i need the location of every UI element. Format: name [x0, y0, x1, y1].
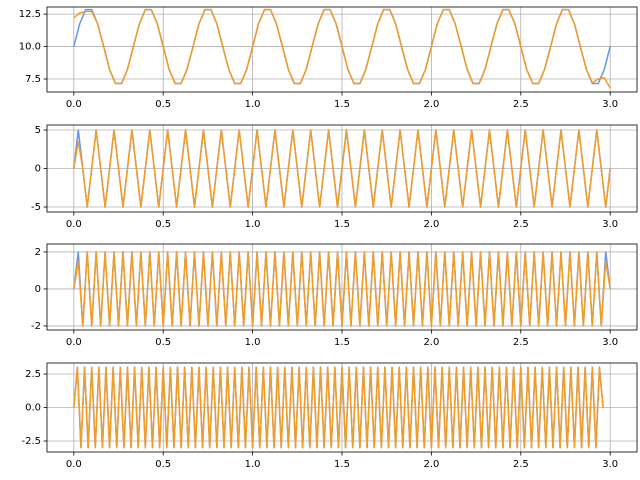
- plot-area: [47, 244, 637, 330]
- x-tick-label: 3.0: [602, 99, 618, 110]
- axes-frame: [46, 243, 638, 331]
- plot-area: [47, 7, 637, 92]
- x-tick-label: 1.0: [245, 459, 261, 470]
- subplot: 0.0 0.5 1.0 1.5 2.0 2.5 3.0 7.5 10.0 12.5: [19, 6, 638, 110]
- y-tick-label: 0: [35, 164, 41, 175]
- x-tick-label: 1.5: [334, 219, 350, 230]
- series-line: [73, 366, 604, 449]
- y-tick-label: -2.5: [21, 436, 41, 447]
- x-tick-label: 0.5: [155, 337, 171, 348]
- x-tick-label: 3.0: [602, 337, 618, 348]
- x-tick-label: 2.0: [423, 337, 439, 348]
- x-tick-label: 2.0: [423, 219, 439, 230]
- x-tick-label: 1.5: [334, 459, 350, 470]
- axes-frame: [46, 362, 638, 453]
- x-tick-label: 0.0: [66, 459, 82, 470]
- subplot: 0.0 0.5 1.0 1.5 2.0 2.5 3.0 -2.5 0.0 2.5: [21, 362, 638, 470]
- x-tick-label: 3.0: [602, 219, 618, 230]
- x-tick-label: 0.5: [155, 459, 171, 470]
- x-tick-label: 0.0: [66, 337, 82, 348]
- y-tick-label: 10.0: [19, 42, 41, 53]
- x-tick-label: 0.5: [155, 219, 171, 230]
- y-tick-label: -2: [31, 321, 41, 332]
- series-line: [73, 251, 611, 327]
- x-tick-label: 1.5: [334, 337, 350, 348]
- x-tick-label: 0.0: [66, 219, 82, 230]
- subplot: 0.0 0.5 1.0 1.5 2.0 2.5 3.0 -2 0 2: [31, 243, 638, 348]
- y-tick-label: 5: [35, 125, 41, 136]
- x-tick-label: 3.0: [602, 459, 618, 470]
- x-tick-label: 0.0: [66, 99, 82, 110]
- x-tick-label: 1.0: [245, 337, 261, 348]
- x-tick-label: 2.5: [513, 337, 529, 348]
- x-tick-label: 2.0: [423, 99, 439, 110]
- y-tick-label: 0: [35, 284, 41, 295]
- x-tick-label: 0.5: [155, 99, 171, 110]
- y-tick-label: 7.5: [25, 74, 41, 85]
- series-line: [73, 8, 611, 89]
- x-tick-label: 1.0: [245, 219, 261, 230]
- x-tick-label: 2.0: [423, 459, 439, 470]
- series-line: [73, 129, 611, 208]
- y-tick-label: 2.5: [25, 369, 41, 380]
- axes-frame: [46, 6, 638, 93]
- y-tick-label: -5: [31, 202, 41, 213]
- y-tick-label: 0.0: [25, 403, 41, 414]
- y-tick-label: 12.5: [19, 9, 41, 20]
- x-tick-label: 1.0: [245, 99, 261, 110]
- x-tick-label: 2.5: [513, 219, 529, 230]
- x-tick-label: 2.5: [513, 99, 529, 110]
- plot-area: [47, 125, 637, 212]
- subplot: 0.0 0.5 1.0 1.5 2.0 2.5 3.0 -5 0 5: [31, 124, 638, 230]
- y-tick-label: 2: [35, 247, 41, 258]
- axes-frame: [46, 124, 638, 213]
- plot-area: [47, 363, 637, 452]
- x-tick-label: 1.5: [334, 99, 350, 110]
- x-tick-label: 2.5: [513, 459, 529, 470]
